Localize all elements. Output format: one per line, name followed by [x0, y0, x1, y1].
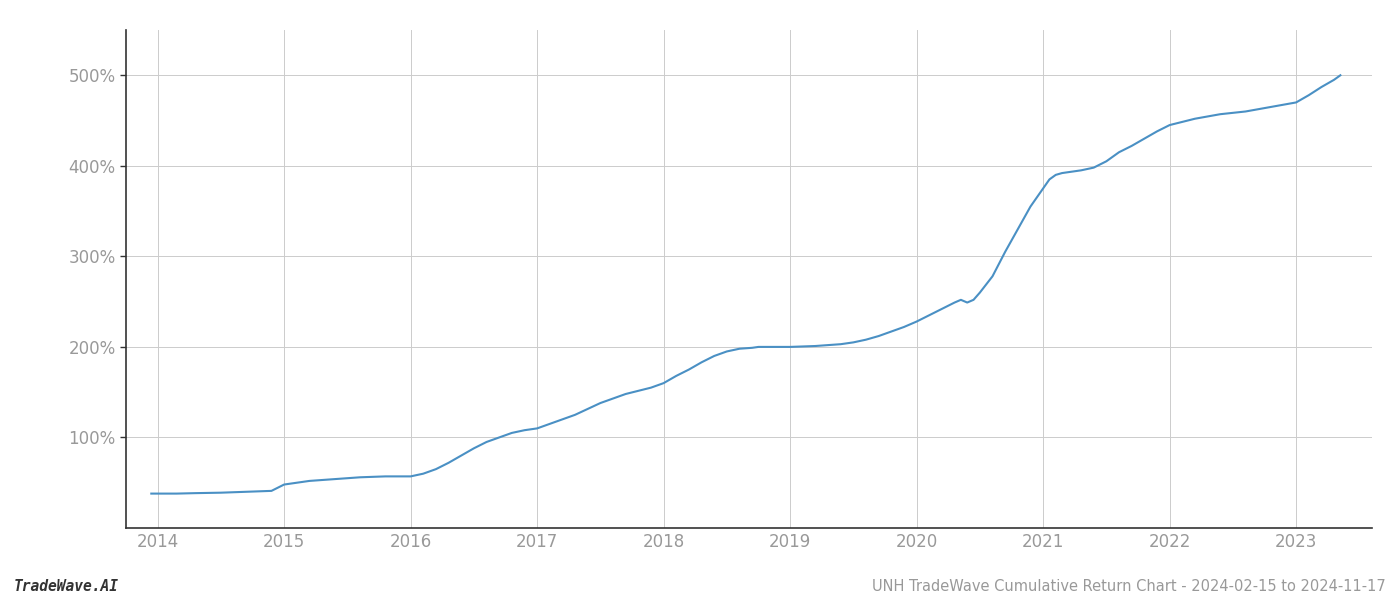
Text: TradeWave.AI: TradeWave.AI [14, 579, 119, 594]
Text: UNH TradeWave Cumulative Return Chart - 2024-02-15 to 2024-11-17: UNH TradeWave Cumulative Return Chart - … [872, 579, 1386, 594]
